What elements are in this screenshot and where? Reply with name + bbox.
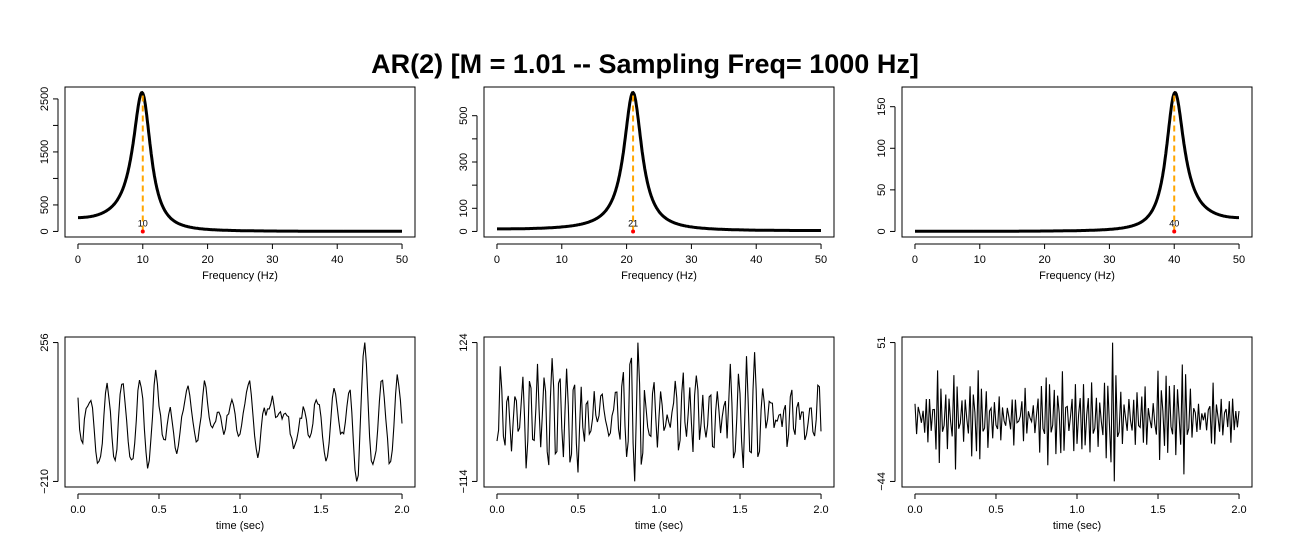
peak-point <box>1172 229 1177 234</box>
x-tick-label: 20 <box>620 254 632 266</box>
y-tick-label: −44 <box>876 472 888 491</box>
x-tick-label: 50 <box>1233 254 1245 266</box>
y-tick-label: 150 <box>876 98 888 116</box>
x-tick-label: 0.5 <box>570 504 585 516</box>
x-axis-label: Frequency (Hz) <box>1039 270 1115 282</box>
x-tick-label: 0.5 <box>151 504 166 516</box>
y-tick-label: 1500 <box>39 140 51 164</box>
time-series-line <box>77 342 403 482</box>
x-tick-label: 0.5 <box>988 504 1003 516</box>
x-axis-label: time (sec) <box>635 520 683 532</box>
x-tick-label: 0 <box>494 254 500 266</box>
x-axis-label: Frequency (Hz) <box>202 270 278 282</box>
time-series-panel-2: 0.0 0.5 1.0 1.5 2.0 time (sec) −114 124 <box>458 333 835 532</box>
x-tick-label: 2.0 <box>394 504 409 516</box>
x-tick-label: 1.5 <box>1150 504 1165 516</box>
y-tick-label: −210 <box>39 469 51 494</box>
peak-frequency-label: 10 <box>138 218 148 228</box>
time-series-line <box>914 342 1240 482</box>
x-tick-label: 20 <box>201 254 213 266</box>
x-axis-label: time (sec) <box>1053 520 1101 532</box>
x-tick-label: 1.0 <box>1069 504 1084 516</box>
time-series-panel-3: 0.0 0.5 1.0 1.5 2.0 time (sec) −44 51 <box>876 336 1253 532</box>
x-tick-label: 40 <box>1168 254 1180 266</box>
y-tick-label: 500 <box>39 196 51 214</box>
spectrum-panel-2: 0 10 20 30 40 50 Frequency (Hz) 0 100 300 500 21 <box>458 86 835 282</box>
spectrum-panel-1: 0 10 20 30 40 50 Frequency (Hz) 0 500 1500 2500 10 <box>39 86 416 282</box>
peak-point <box>631 229 636 234</box>
x-tick-label: 2.0 <box>813 504 828 516</box>
x-tick-label: 40 <box>750 254 762 266</box>
x-tick-label: 0.0 <box>70 504 85 516</box>
x-axis-label: Frequency (Hz) <box>621 270 697 282</box>
x-tick-label: 0.0 <box>489 504 504 516</box>
x-tick-label: 20 <box>1038 254 1050 266</box>
y-tick-label: 124 <box>458 333 470 351</box>
x-tick-label: 1.0 <box>232 504 247 516</box>
x-tick-label: 1.5 <box>313 504 328 516</box>
x-tick-label: 50 <box>815 254 827 266</box>
x-tick-label: 10 <box>556 254 568 266</box>
x-tick-label: 30 <box>266 254 278 266</box>
spectrum-line <box>915 90 1239 233</box>
plot-box <box>483 86 835 238</box>
x-tick-label: 10 <box>974 254 986 266</box>
x-tick-label: 10 <box>137 254 149 266</box>
y-tick-label: 100 <box>876 139 888 157</box>
x-tick-label: 1.0 <box>651 504 666 516</box>
x-tick-label: 2.0 <box>1231 504 1246 516</box>
plot-box <box>64 336 416 488</box>
y-tick-label: 100 <box>458 199 470 217</box>
x-tick-label: 50 <box>396 254 408 266</box>
plot-box <box>483 336 835 488</box>
x-tick-label: 30 <box>1103 254 1115 266</box>
x-tick-label: 40 <box>331 254 343 266</box>
y-tick-label: 50 <box>876 184 888 196</box>
time-series-line <box>496 342 822 482</box>
y-tick-label: 0 <box>458 228 470 234</box>
plot-box <box>901 336 1253 488</box>
peak-frequency-label: 40 <box>1169 218 1179 228</box>
y-tick-label: 0 <box>39 228 51 234</box>
plot-box <box>901 86 1253 238</box>
time-series-panel-1: 0.0 0.5 1.0 1.5 2.0 time (sec) −210 256 <box>39 333 416 532</box>
x-tick-label: 30 <box>685 254 697 266</box>
y-tick-label: 256 <box>39 333 51 351</box>
y-tick-label: −114 <box>458 469 470 493</box>
y-tick-label: 300 <box>458 153 470 171</box>
x-axis-label: time (sec) <box>216 520 264 532</box>
x-tick-label: 0 <box>75 254 81 266</box>
y-tick-label: 500 <box>458 107 470 125</box>
y-tick-label: 2500 <box>39 87 51 111</box>
x-tick-label: 0 <box>912 254 918 266</box>
x-tick-label: 1.5 <box>732 504 747 516</box>
plot-box <box>64 86 416 238</box>
spectrum-line <box>497 90 821 232</box>
spectrum-panel-3: 0 10 20 30 40 50 Frequency (Hz) 0 50 100 150 40 <box>876 86 1253 282</box>
figure-title: AR(2) [M = 1.01 -- Sampling Freq= 1000 H… <box>371 49 919 79</box>
spectrum-line <box>78 90 402 233</box>
y-tick-label: 0 <box>876 228 888 234</box>
y-tick-label: 51 <box>876 336 888 348</box>
peak-point <box>140 229 145 234</box>
peak-frequency-label: 21 <box>628 218 638 228</box>
x-tick-label: 0.0 <box>907 504 922 516</box>
